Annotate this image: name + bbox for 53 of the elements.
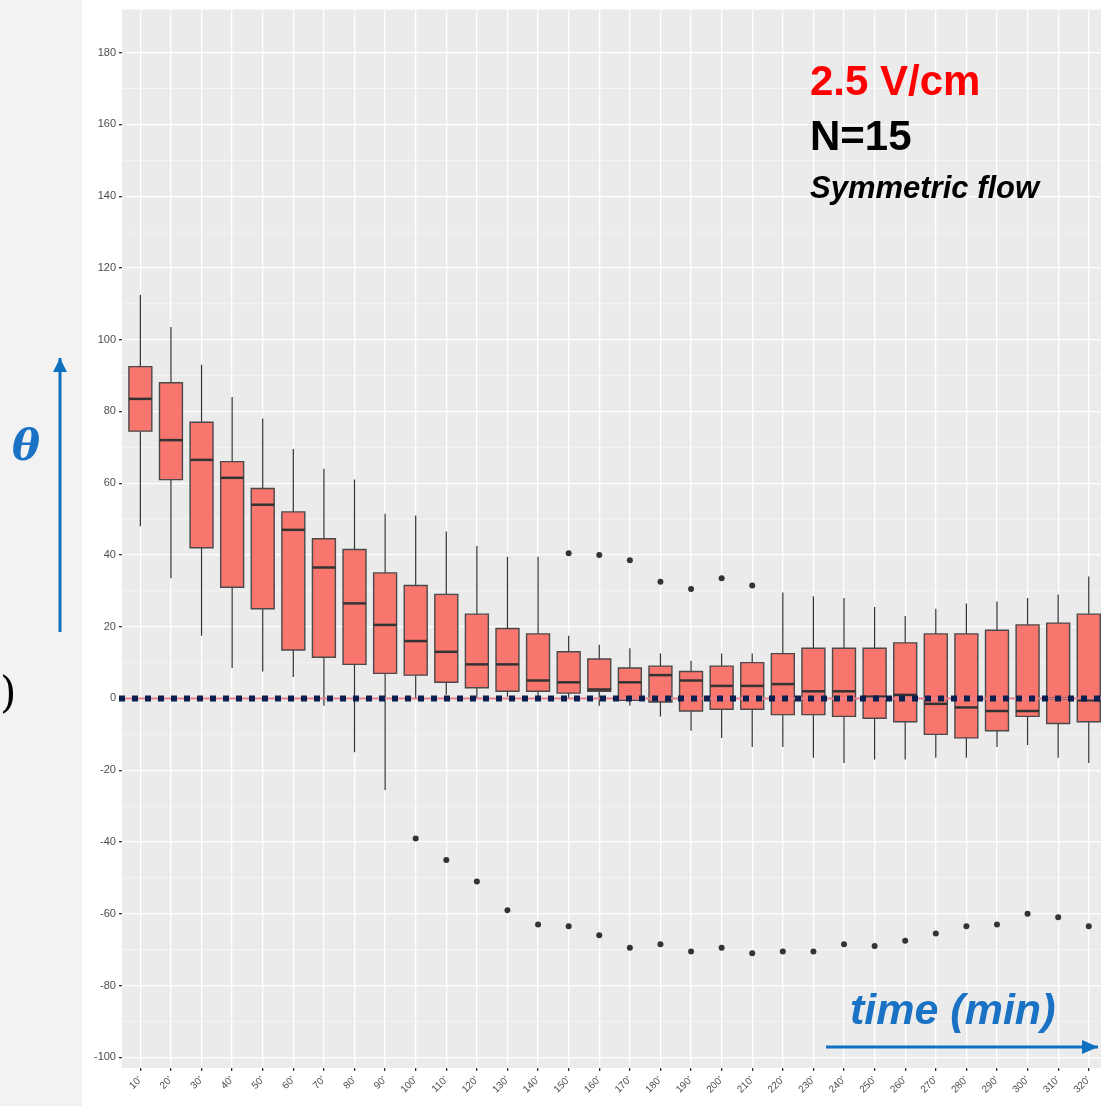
- x-tick-label: 80': [340, 1073, 358, 1091]
- x-tick-label: 30': [187, 1073, 205, 1091]
- y-tick-label: -40: [100, 835, 116, 847]
- x-tick-label: 310': [1040, 1073, 1062, 1095]
- x-tick-label: 290': [979, 1073, 1001, 1095]
- y-axis-title: θ: [12, 421, 41, 470]
- y-tick-label: 20: [103, 619, 116, 632]
- x-tick-label: 280': [948, 1073, 970, 1095]
- y-tick-label: 180: [97, 45, 116, 58]
- x-tick-label: 300': [1010, 1073, 1031, 1095]
- x-tick-label: 50': [249, 1073, 267, 1091]
- x-tick-label: 120': [459, 1073, 481, 1095]
- x-tick-label: 110': [429, 1073, 450, 1095]
- x-tick-label: 150': [551, 1073, 573, 1095]
- y-tick-label: 80: [103, 404, 116, 417]
- text: ): [0, 668, 17, 717]
- y-tick-label: 140: [97, 189, 116, 202]
- x-tick-label: 60': [279, 1073, 297, 1091]
- x-tick-label: 320': [1071, 1073, 1093, 1095]
- y-tick-label: 160: [97, 117, 116, 130]
- x-tick-label: 10': [126, 1073, 144, 1091]
- y-tick-label: -20: [100, 763, 116, 776]
- x-tick-label: 20': [157, 1073, 175, 1091]
- x-tick-label: 230': [795, 1073, 817, 1095]
- x-tick-label: 130': [489, 1073, 511, 1095]
- x-tick-label: 70': [310, 1073, 328, 1091]
- x-tick-label: 220': [765, 1073, 787, 1095]
- y-tick-label: 0: [109, 691, 116, 704]
- y-tick-label: 100: [97, 332, 116, 345]
- x-tick-label: 160': [581, 1073, 603, 1095]
- annotation: 2.5 V/cm: [810, 57, 981, 104]
- x-tick-label: 140': [520, 1073, 542, 1095]
- x-tick-label: 210': [734, 1073, 756, 1095]
- y-tick-label: 120: [97, 260, 116, 273]
- y-tick-label: 60: [103, 476, 116, 489]
- annotation: Symmetric flow: [810, 170, 1040, 205]
- x-tick-label: 190': [673, 1073, 695, 1095]
- x-tick-label: 40': [218, 1073, 236, 1091]
- x-tick-label: 250': [857, 1073, 879, 1095]
- x-axis-title: time (min): [850, 985, 1056, 1033]
- x-tick-label: 100': [398, 1073, 420, 1095]
- x-tick-label: 90': [371, 1073, 389, 1091]
- y-tick-label: -100: [93, 1050, 116, 1063]
- x-tick-label: 240': [826, 1073, 848, 1095]
- y-tick-label: 40: [103, 547, 116, 560]
- annotation: N=15: [810, 112, 912, 159]
- x-tick-label: 260': [887, 1073, 909, 1095]
- x-tick-label: 270': [918, 1073, 940, 1095]
- y-tick-label: -60: [100, 906, 116, 919]
- y-tick-label: -80: [100, 978, 116, 991]
- x-tick-label: 180': [642, 1073, 664, 1095]
- x-tick-label: 170': [612, 1073, 634, 1095]
- x-tick-label: 200': [704, 1073, 726, 1095]
